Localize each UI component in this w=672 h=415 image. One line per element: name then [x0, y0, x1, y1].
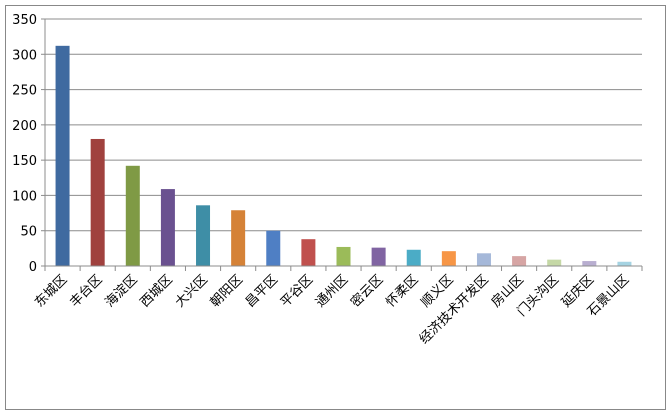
bar	[336, 246, 351, 266]
y-tick-label: 150	[12, 154, 37, 169]
bar	[406, 249, 421, 266]
y-tick-label: 0	[29, 260, 37, 275]
y-tick-label: 100	[12, 189, 37, 204]
bar	[547, 259, 562, 266]
bar	[266, 230, 281, 266]
y-tick-label: 50	[20, 225, 37, 240]
bar	[160, 189, 175, 266]
y-tick-label: 350	[12, 13, 37, 28]
bar	[55, 45, 70, 267]
bar	[231, 210, 246, 266]
bar	[512, 256, 527, 266]
bar	[617, 261, 632, 266]
chart-border	[5, 5, 666, 410]
bar	[476, 253, 491, 266]
bar	[441, 251, 456, 266]
y-tick-label: 200	[12, 119, 37, 134]
y-tick-label: 300	[12, 48, 37, 63]
bar	[301, 239, 316, 266]
bar	[196, 205, 211, 266]
y-tick-label: 250	[12, 84, 37, 99]
bar	[90, 138, 105, 266]
bar	[371, 247, 386, 266]
bar	[125, 165, 140, 266]
bar	[582, 261, 597, 266]
